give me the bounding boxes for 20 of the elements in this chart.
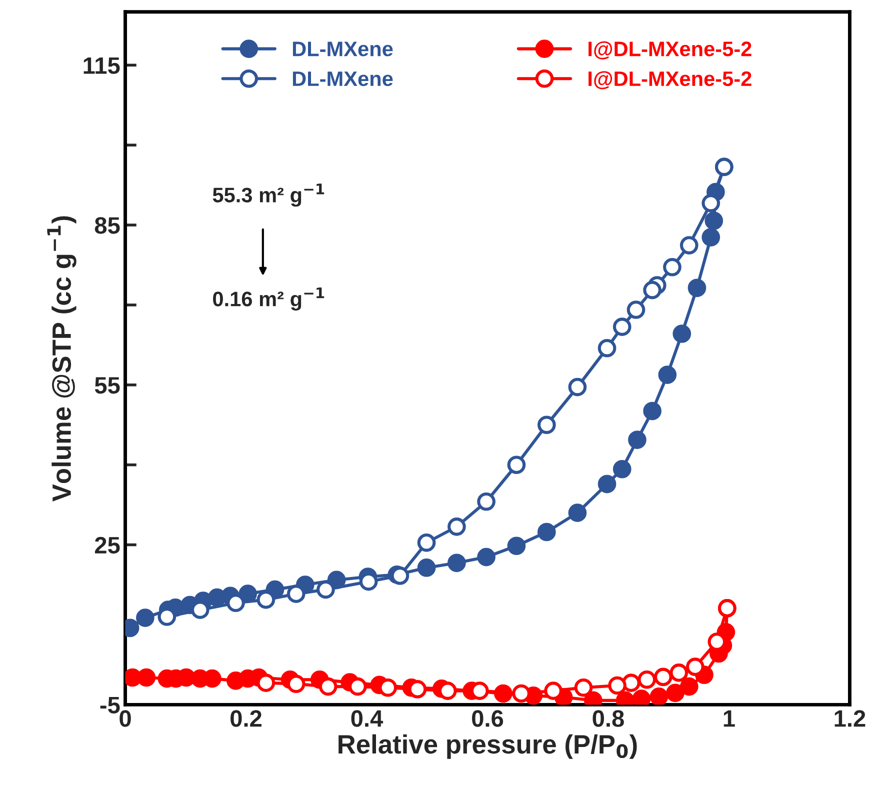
x-tick-label: 0.4 (351, 710, 384, 727)
x-axis-title: Relative pressure (P/P$_{0}$) (338, 734, 637, 759)
y-tick-label: 85 (94, 217, 120, 234)
x-tick-label: 1.2 (834, 710, 866, 727)
legend-label: DL-MXene (292, 72, 393, 86)
y-tick-label: 115 (84, 57, 120, 74)
y-axis-title: Volume @STP (cc g$^{−1}$) (47, 216, 76, 502)
annotation: 55.3 m² g$^{−1}$ (212, 184, 324, 207)
x-tick-label: 0.8 (592, 710, 624, 727)
y-tick-label: -5 (100, 696, 120, 714)
y-tick-label: 55 (94, 377, 120, 394)
y-tick-label: 25 (94, 536, 120, 554)
x-tick-label: 0.6 (472, 710, 504, 727)
x-tick-label: 0 (120, 710, 131, 727)
annotation: 0.16 m² g$^{−1}$ (213, 288, 324, 311)
legend-label: I@DL-MXene-5-2 (588, 71, 752, 90)
x-tick-label: 0.2 (230, 710, 262, 727)
legend-label: DL-MXene (292, 42, 393, 56)
x-tick-label: 1 (724, 710, 735, 727)
legend-label: I@DL-MXene-5-2 (588, 41, 752, 60)
